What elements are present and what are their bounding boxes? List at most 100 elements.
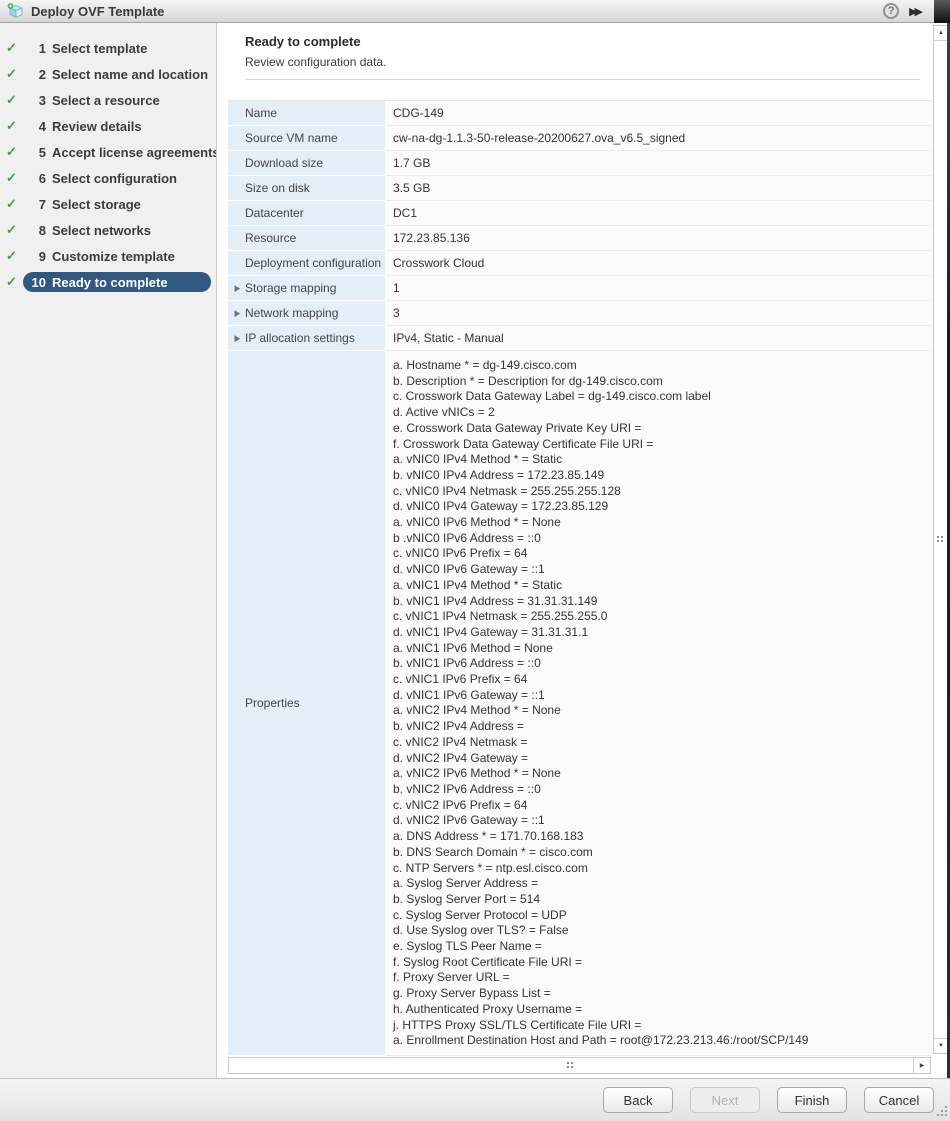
step-pill: 4 Review details [23, 116, 211, 136]
step-label: Review details [52, 118, 142, 134]
property-line: a. vNIC0 IPv6 Method * = None [393, 515, 561, 530]
scroll-up-icon[interactable]: ▲ [934, 26, 948, 41]
horizontal-scrollbar-thumb[interactable] [229, 1058, 913, 1073]
row-label-cell: ▶ Network mapping [228, 301, 385, 326]
help-icon[interactable]: ? [883, 3, 900, 19]
step-pill: 1 Select template [23, 38, 211, 58]
check-icon: ✓ [6, 274, 17, 289]
row-label: Network mapping [245, 306, 339, 320]
check-icon: ✓ [6, 248, 17, 263]
row-value: 3.5 GB [385, 176, 932, 201]
step-pill: 10 Ready to complete [23, 272, 211, 292]
dialog-footer: Back Next Finish Cancel [0, 1078, 950, 1121]
review-table: ▶ Name CDG-149 ▶ Source VM name cw-na-dg… [228, 100, 932, 1056]
step-label: Select networks [52, 222, 151, 238]
property-line: d. vNIC2 IPv4 Gateway = [393, 750, 529, 765]
property-line: d. vNIC1 IPv6 Gateway = ::1 [393, 687, 545, 702]
expand-arrow-icon[interactable]: ▶ [234, 283, 241, 293]
row-label-cell: ▶ Deployment configuration [228, 251, 385, 276]
dialog-body: ✓ 1 Select template ✓ 2 Select name and … [0, 23, 950, 1078]
step-1-select-template[interactable]: ✓ 1 Select template [0, 35, 216, 61]
step-6-select-configuration[interactable]: ✓ 6 Select configuration [0, 165, 216, 191]
step-label: Ready to complete [52, 274, 168, 290]
vertical-scrollbar[interactable]: ▲ ▼ [933, 25, 949, 1054]
property-line: c. vNIC2 IPv4 Netmask = [393, 734, 528, 749]
step-10-ready-to-complete[interactable]: ✓ 10 Ready to complete [0, 269, 216, 295]
scroll-down-icon[interactable]: ▼ [934, 1038, 948, 1053]
property-line: b. vNIC0 IPv4 Address = 172.23.85.149 [393, 467, 605, 482]
fast-forward-icon[interactable]: ▶▶ [909, 5, 923, 18]
ovf-package-icon [7, 3, 24, 19]
row-value: Crosswork Cloud [385, 251, 932, 276]
property-line: a. vNIC2 IPv4 Method * = None [393, 703, 561, 718]
table-row: ▶ Network mapping 3 [228, 301, 932, 326]
properties-value: a. Hostname * = dg-149.cisco.com b. Desc… [385, 351, 932, 1056]
step-2-select-name-and-location[interactable]: ✓ 2 Select name and location [0, 61, 216, 87]
property-line: c. vNIC2 IPv6 Prefix = 64 [393, 797, 528, 812]
step-pill: 7 Select storage [23, 194, 211, 214]
wizard-content-panel: Ready to complete Review configuration d… [216, 23, 950, 1078]
resize-grip-icon[interactable] [941, 1110, 943, 1112]
step-number: 10 [31, 274, 46, 290]
step-number: 4 [38, 118, 46, 134]
row-label-cell: ▶ Download size [228, 151, 385, 176]
property-line: f. Syslog Root Certificate File URI = [393, 954, 583, 969]
back-button[interactable]: Back [603, 1087, 673, 1113]
step-label: Select template [52, 40, 148, 56]
step-8-select-networks[interactable]: ✓ 8 Select networks [0, 217, 216, 243]
page-subtitle: Review configuration data. [245, 55, 387, 69]
row-label-cell: ▶ Storage mapping [228, 276, 385, 301]
property-line: b. vNIC1 IPv6 Address = ::0 [393, 656, 541, 671]
check-icon: ✓ [6, 170, 17, 185]
step-9-customize-template[interactable]: ✓ 9 Customize template [0, 243, 216, 269]
row-label: Size on disk [245, 181, 310, 195]
row-label-cell: ▶ Datacenter [228, 201, 385, 226]
cancel-button[interactable]: Cancel [864, 1087, 934, 1113]
property-line: a. Syslog Server Address = [393, 876, 539, 891]
table-row: ▶ Name CDG-149 [228, 101, 932, 126]
property-line: b .vNIC0 IPv6 Address = ::0 [393, 530, 541, 545]
vertical-scrollbar-thumb[interactable] [934, 41, 948, 1038]
step-number: 5 [38, 144, 46, 160]
step-number: 2 [38, 66, 46, 82]
row-value: cw-na-dg-1.1.3-50-release-20200627.ova_v… [385, 126, 932, 151]
step-7-select-storage[interactable]: ✓ 7 Select storage [0, 191, 216, 217]
property-line: a. DNS Address * = 171.70.168.183 [393, 829, 584, 844]
property-line: b. vNIC2 IPv4 Address = [393, 719, 525, 734]
next-button[interactable]: Next [690, 1087, 760, 1113]
property-line: d. vNIC0 IPv6 Gateway = ::1 [393, 562, 545, 577]
step-3-select-a-resource[interactable]: ✓ 3 Select a resource [0, 87, 216, 113]
row-label: Download size [245, 156, 324, 170]
step-number: 3 [38, 92, 46, 108]
step-pill: 6 Select configuration [23, 168, 211, 188]
property-line: c. vNIC1 IPv6 Prefix = 64 [393, 672, 528, 687]
scroll-right-icon[interactable]: ▶ [913, 1058, 930, 1073]
row-value: 172.23.85.136 [385, 226, 932, 251]
expand-arrow-icon[interactable]: ▶ [234, 333, 241, 343]
row-label-cell: ▶ Size on disk [228, 176, 385, 201]
properties-row: Properties a. Hostname * = dg-149.cisco.… [228, 351, 932, 1056]
step-label: Select a resource [52, 92, 160, 108]
row-label: Storage mapping [245, 281, 337, 295]
step-5-accept-license-agreements[interactable]: ✓ 5 Accept license agreements [0, 139, 220, 165]
step-label: Select storage [52, 196, 141, 212]
property-line: d. Use Syslog over TLS? = False [393, 923, 569, 938]
step-label: Accept license agreements [52, 144, 220, 160]
check-icon: ✓ [6, 144, 17, 159]
property-line: h. Authenticated Proxy Username = [393, 1001, 583, 1016]
expand-arrow-icon[interactable]: ▶ [234, 308, 241, 318]
finish-button[interactable]: Finish [777, 1087, 847, 1113]
window-edge [934, 0, 950, 23]
horizontal-scrollbar[interactable]: ▶ [228, 1057, 931, 1074]
table-row: ▶ Source VM name cw-na-dg-1.1.3-50-relea… [228, 126, 932, 151]
row-label-cell: ▶ IP allocation settings [228, 326, 385, 351]
property-line: c. vNIC0 IPv6 Prefix = 64 [393, 546, 528, 561]
row-label: Source VM name [245, 131, 338, 145]
header-divider [245, 79, 920, 80]
row-label-cell: ▶ Resource [228, 226, 385, 251]
check-icon: ✓ [6, 222, 17, 237]
row-value: 1.7 GB [385, 151, 932, 176]
check-icon: ✓ [6, 92, 17, 107]
step-4-review-details[interactable]: ✓ 4 Review details [0, 113, 216, 139]
property-line: d. Active vNICs = 2 [393, 405, 495, 420]
